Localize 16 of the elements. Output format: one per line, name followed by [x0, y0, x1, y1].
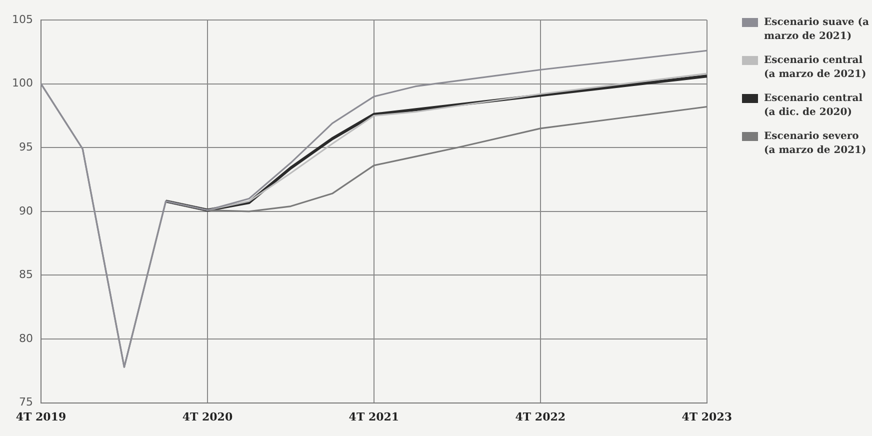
- y-tick-label: 95: [18, 140, 33, 154]
- y-tick-label: 105: [12, 12, 33, 26]
- y-tick-label: 85: [18, 268, 33, 282]
- y-tick-label: 80: [18, 332, 33, 345]
- x-tick-label: 4T 2022: [515, 410, 566, 424]
- y-tick-label: 90: [18, 204, 33, 218]
- legend-label: Escenario central (a dic. de 2020): [764, 92, 864, 120]
- legend-label: Escenario severo (a marzo de 2021): [764, 130, 868, 158]
- y-tick-label: 100: [12, 76, 33, 90]
- x-tick-label: 4T 2020: [182, 410, 233, 424]
- y-tick-label: 75: [18, 396, 33, 409]
- x-tick-label: 4T 2021: [348, 410, 400, 424]
- legend-label: Escenario suave (a marzo de 2021): [764, 16, 870, 44]
- x-tick-label: 4T 2019: [16, 410, 66, 424]
- legend-label: Escenario central (a marzo de 2021): [764, 54, 868, 82]
- x-tick-label: 4T 2023: [682, 410, 732, 424]
